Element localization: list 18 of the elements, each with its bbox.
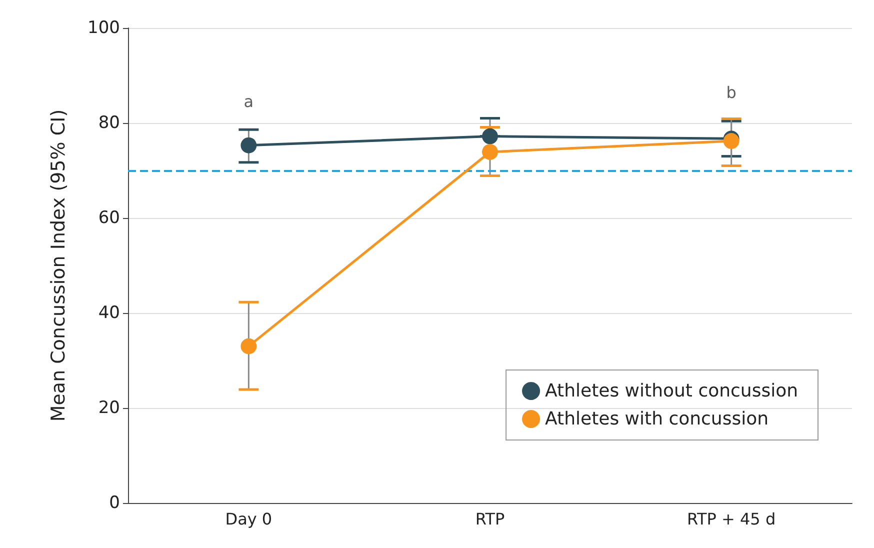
y-axis-title: Mean Concussion Index (95% CI) xyxy=(48,109,70,422)
legend-label: Athletes with concussion xyxy=(545,408,769,430)
x-tick-label: RTP + 45 d xyxy=(687,510,776,528)
legend-label: Athletes without concussion xyxy=(545,380,798,402)
y-tick-label: 0 xyxy=(109,493,120,513)
x-tick-label: RTP xyxy=(475,510,506,528)
y-tick-label: 20 xyxy=(98,398,120,418)
y-tick-label: 60 xyxy=(98,208,120,228)
y-tick-label: 100 xyxy=(88,18,120,38)
x-tick-label: Day 0 xyxy=(225,510,272,528)
annotation: b xyxy=(726,83,736,102)
point xyxy=(482,144,498,160)
point xyxy=(240,137,257,154)
point xyxy=(240,338,257,354)
point xyxy=(482,128,498,144)
y-tick-label: 80 xyxy=(98,113,120,133)
y-tick-label: 40 xyxy=(98,303,120,323)
annotation: a xyxy=(244,92,254,112)
